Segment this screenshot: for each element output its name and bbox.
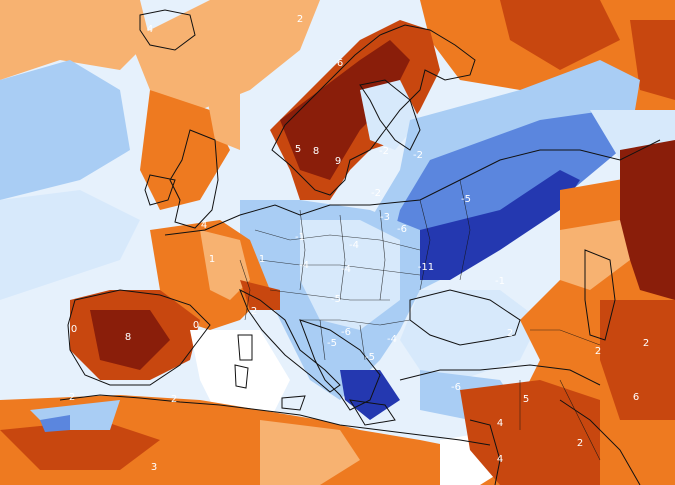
anomaly-value-label: -4 [299, 260, 309, 271]
anomaly-value-label: -11 [418, 262, 434, 273]
anomaly-value-label: -4 [349, 240, 359, 251]
anomaly-value-label: 8 [125, 332, 131, 343]
country-borders [239, 179, 601, 461]
anomaly-value-label: 2 [171, 394, 177, 405]
anomaly-value-label: 0 [71, 324, 77, 335]
anomaly-value-label: -4 [387, 334, 397, 345]
anomaly-value-label: 6 [633, 392, 639, 403]
anomaly-value-label: -5 [331, 294, 341, 305]
anomaly-value-label: -4 [341, 264, 351, 275]
anomaly-value-label: 6 [337, 58, 343, 69]
anomaly-value-label: 4 [201, 220, 207, 231]
anomaly-value-label: 2 [643, 338, 649, 349]
anomaly-value-label: 4 [147, 24, 153, 35]
anomaly-value-label: 1 [209, 254, 215, 265]
anomaly-value-label: 0 [267, 352, 273, 363]
anomaly-value-label: -5 [461, 194, 471, 205]
anomaly-value-label: -3 [380, 212, 390, 223]
anomaly-value-label: 1 [259, 254, 265, 265]
anomaly-value-label: -6 [397, 224, 407, 235]
anomaly-value-label: -1 [295, 232, 305, 243]
anomaly-value-label: -1 [495, 276, 505, 287]
anomaly-value-label: -2 [413, 150, 423, 161]
anomaly-value-label: 4 [497, 454, 503, 465]
anomaly-value-label: -5 [365, 352, 375, 363]
anomaly-value-label: 8 [313, 146, 319, 157]
anomaly-value-label: 2 [297, 14, 303, 25]
anomaly-value-label: 3 [151, 462, 157, 473]
anomaly-value-label: 4 [497, 418, 503, 429]
anomaly-value-label: 2 [507, 328, 513, 339]
anomaly-value-label: -6 [451, 382, 461, 393]
anomaly-value-label: 0 [193, 320, 199, 331]
anomaly-value-label: 5 [523, 394, 529, 405]
anomaly-value-label: -5 [327, 338, 337, 349]
anomaly-value-label: -2 [371, 188, 381, 199]
anomaly-value-label: 2 [69, 392, 75, 403]
anomaly-value-label: 2 [577, 438, 583, 449]
anomaly-value-label: -6 [341, 327, 351, 338]
anomaly-value-label: 2 [251, 306, 257, 317]
anomaly-value-label: -2 [379, 146, 389, 157]
anomaly-value-label: 5 [295, 144, 301, 155]
coastlines [59, 9, 661, 485]
anomaly-value-label: 2 [595, 346, 601, 357]
anomaly-value-label: 9 [335, 156, 341, 167]
